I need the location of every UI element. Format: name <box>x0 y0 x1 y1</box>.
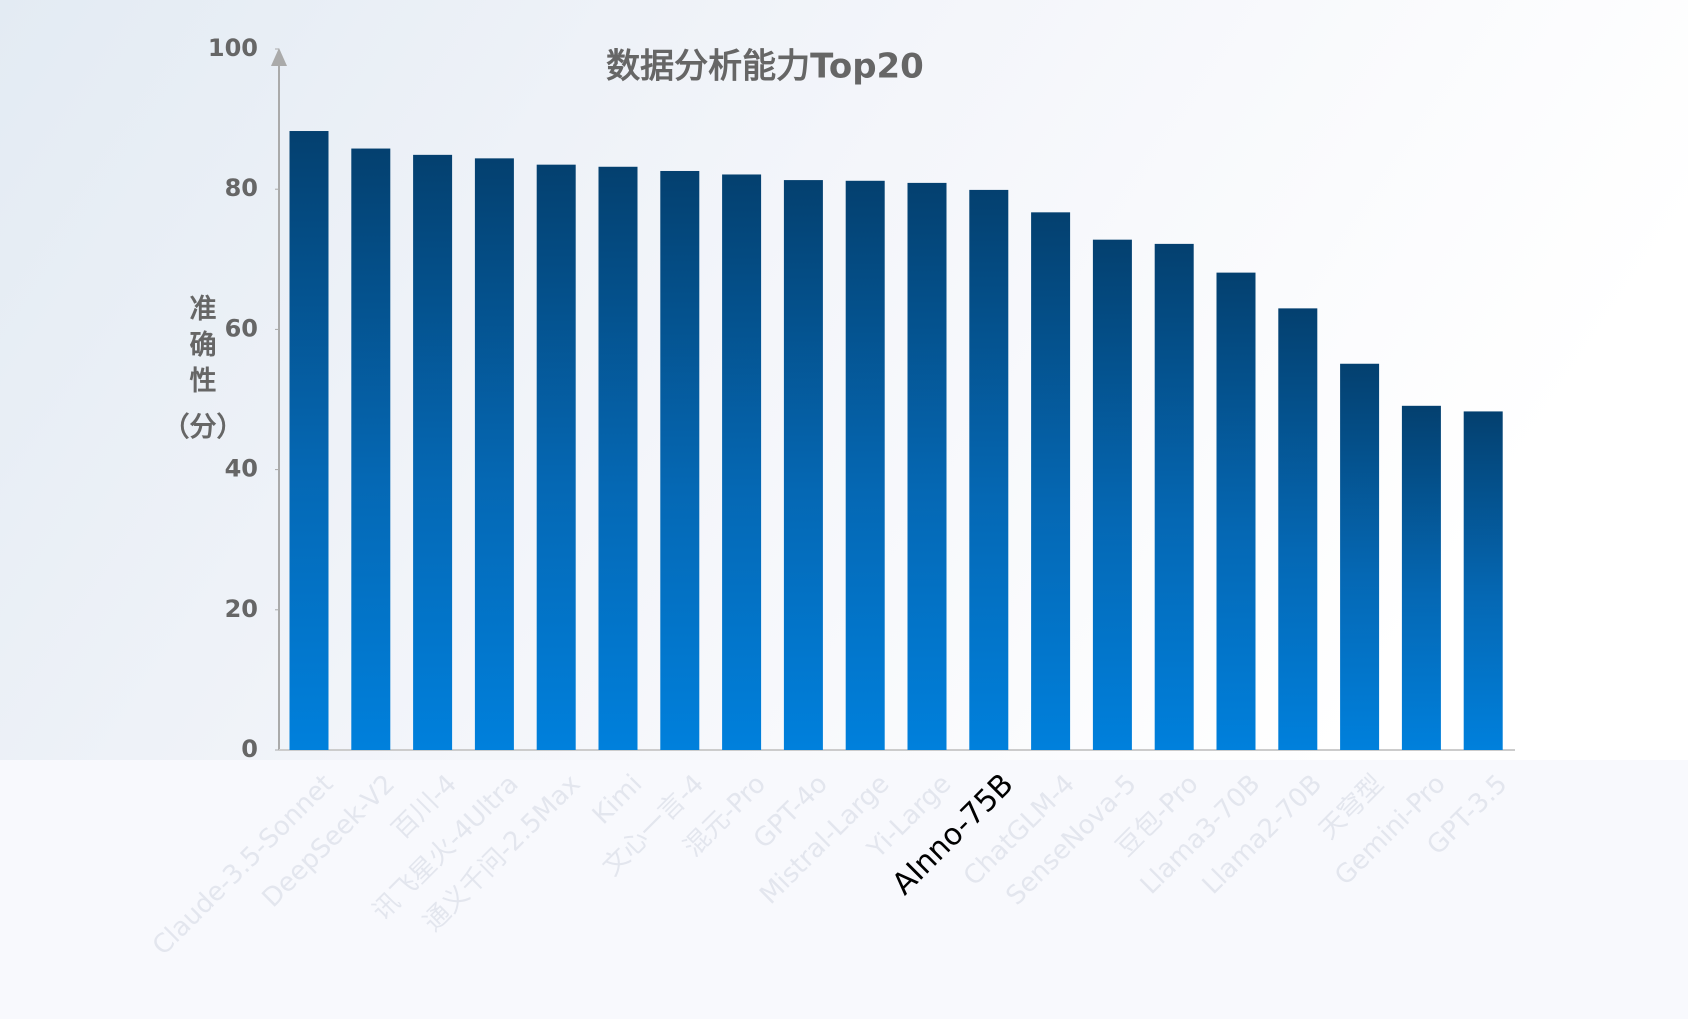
bar <box>1031 212 1071 750</box>
bar <box>969 189 1009 750</box>
y-tick-label: 100 <box>208 34 258 62</box>
chart-title: 数据分析能力Top20 <box>606 47 924 87</box>
bar <box>474 158 514 750</box>
y-axis-arrow <box>271 48 287 66</box>
y-axis-label: 准确性（分） <box>163 294 244 443</box>
bar <box>1092 239 1132 750</box>
bar <box>1216 272 1256 750</box>
bar <box>289 131 329 751</box>
bar <box>783 180 823 750</box>
label-area <box>0 760 1688 1019</box>
bar <box>413 154 453 750</box>
y-tick-label: 80 <box>225 174 258 202</box>
bar <box>1463 411 1503 750</box>
bar <box>722 174 762 750</box>
bar <box>845 180 885 751</box>
bar <box>907 182 947 751</box>
bar <box>598 166 638 750</box>
bar <box>1401 405 1441 750</box>
bar <box>1154 243 1194 751</box>
bar <box>536 164 576 751</box>
bar <box>1340 363 1380 750</box>
y-tick-label: 40 <box>225 455 258 483</box>
y-tick-label: 20 <box>225 595 258 623</box>
y-tick-label: 0 <box>241 735 258 763</box>
bar <box>660 170 700 750</box>
y-tick-label: 60 <box>225 314 258 342</box>
bar <box>351 148 391 751</box>
bar <box>1278 308 1318 750</box>
